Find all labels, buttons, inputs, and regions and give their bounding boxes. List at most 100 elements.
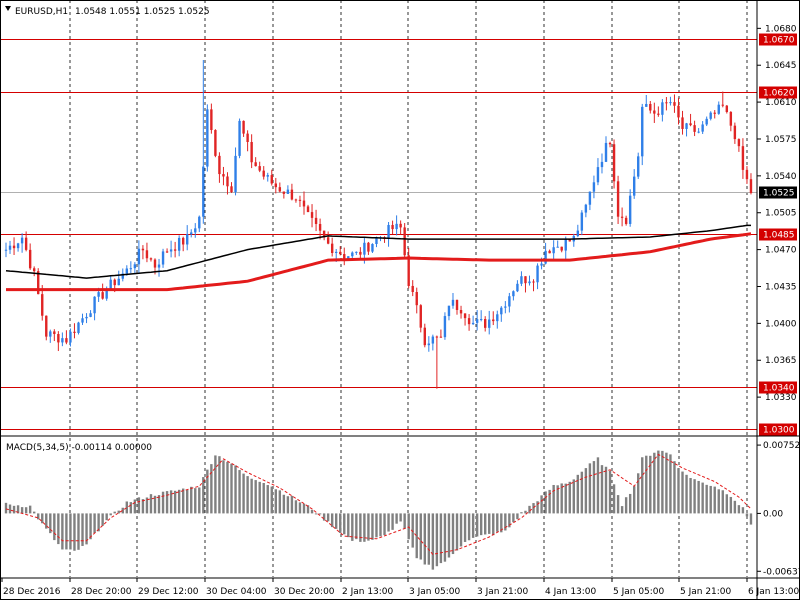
candle-body (57, 334, 60, 343)
candle-body (113, 279, 116, 286)
candle-body (697, 131, 700, 133)
macd-histogram-bar (12, 505, 16, 514)
candle-body (427, 343, 431, 346)
candle-body (725, 105, 729, 112)
price-level-box (759, 228, 797, 241)
macd-histogram-bar (616, 495, 620, 514)
macd-histogram-bar (149, 494, 153, 514)
candle-body (709, 112, 712, 119)
macd-histogram-bar (335, 513, 338, 529)
candle-body (504, 306, 507, 308)
macd-histogram-bar (169, 490, 173, 514)
macd-histogram-bar (16, 505, 20, 514)
candle-body (322, 230, 326, 238)
macd-histogram-bar (274, 489, 278, 514)
dropdown-triangle-icon[interactable] (5, 6, 11, 11)
macd-histogram-bar (600, 465, 604, 514)
candle-body (371, 244, 374, 252)
macd-histogram-bar (157, 495, 161, 514)
macd-histogram-bar (330, 513, 334, 528)
price-tick-label: 1.0645 (765, 61, 797, 71)
candle-body (41, 294, 44, 316)
candle-body (145, 250, 149, 259)
time-tick-label: 5 Jan 21:00 (680, 587, 732, 597)
candle-body (677, 105, 680, 118)
candle-body (411, 285, 414, 292)
macd-histogram-bar (632, 486, 636, 514)
candle-body (181, 237, 185, 245)
time-axis: 28 Dec 2016 28 Dec 20:00 29 Dec 12:00 30 De… (1, 578, 800, 597)
macd-histogram-bar (439, 513, 443, 564)
macd-histogram-bar (407, 513, 410, 540)
macd-histogram-bar (61, 513, 64, 550)
macd-histogram-bar (89, 513, 92, 540)
candle-body (290, 189, 294, 200)
candle-body (190, 232, 193, 235)
price-level-label: 1.0485 (763, 231, 795, 241)
candle-body (600, 161, 604, 168)
macd-histogram-bar (717, 489, 720, 514)
candle-body (673, 102, 676, 106)
candle-body (524, 276, 527, 284)
macd-histogram-bar (661, 450, 664, 514)
macd-histogram-bar (387, 513, 390, 532)
candle-body (705, 118, 708, 125)
price-tick-label: 1.0330 (765, 393, 797, 403)
macd-histogram-bar (93, 513, 96, 534)
candle-body (443, 316, 447, 338)
macd-histogram-bar (28, 505, 32, 514)
candle-body (624, 217, 628, 224)
candle-body (125, 268, 129, 274)
candle-body (73, 331, 76, 333)
macd-histogram-bar (266, 485, 269, 514)
macd-histogram-bar (528, 505, 531, 514)
candle-body (314, 217, 318, 224)
candle-body (528, 281, 531, 284)
macd-histogram-bar (479, 513, 483, 536)
macd-histogram-bar (161, 491, 165, 514)
macd-histogram-bar (701, 482, 704, 514)
macd-histogram-bar (32, 511, 36, 514)
macd-histogram-bar (685, 474, 688, 514)
macd-histogram-bar (488, 513, 491, 534)
candle-body (250, 142, 253, 163)
macd-histogram-bar (669, 454, 672, 514)
macd-histogram-bar (226, 461, 229, 514)
macd-histogram-bar (230, 463, 233, 514)
candle-body (97, 292, 100, 297)
macd-histogram-bar (608, 470, 612, 514)
horizontal-levels[interactable]: 1.0670 1.0620 1.0485 1.0340 1.0300 1.0525 (0, 33, 797, 436)
macd-histogram-bar (250, 478, 253, 514)
candle-body (540, 263, 543, 266)
macd-histogram-bar (194, 488, 197, 514)
candle-body (407, 255, 410, 286)
macd-histogram-bar (588, 463, 592, 514)
macd-histogram-bar (475, 513, 479, 537)
macd-histogram-bar (190, 486, 193, 514)
candle-body (391, 224, 394, 230)
macd-histogram-bar (705, 484, 708, 514)
macd-histogram-bar (85, 513, 88, 545)
candle-body (632, 176, 636, 196)
macd-histogram-bar (681, 471, 684, 514)
macd-histogram-bar (4, 502, 8, 514)
candle-body (49, 331, 52, 337)
candle-body (93, 296, 96, 314)
candle-body (157, 264, 161, 268)
candle-body (32, 268, 36, 272)
candle-body (488, 319, 491, 328)
macd-histogram-bar (318, 513, 322, 515)
candle-body (335, 251, 338, 253)
candle-body (447, 305, 451, 317)
macd-histogram-bar (713, 486, 716, 514)
candle-body (355, 251, 358, 253)
chart-header: EURUSD,H1 1.0548 1.0551 1.0525 1.0525 (5, 6, 210, 17)
macd-histogram-bar (57, 513, 60, 545)
candle-body (28, 249, 32, 269)
candle-body (492, 319, 495, 322)
candle-body (198, 216, 201, 229)
candle-body (343, 254, 346, 259)
time-tick-label: 3 Jan 21:00 (477, 587, 529, 597)
candle-body (101, 292, 104, 299)
